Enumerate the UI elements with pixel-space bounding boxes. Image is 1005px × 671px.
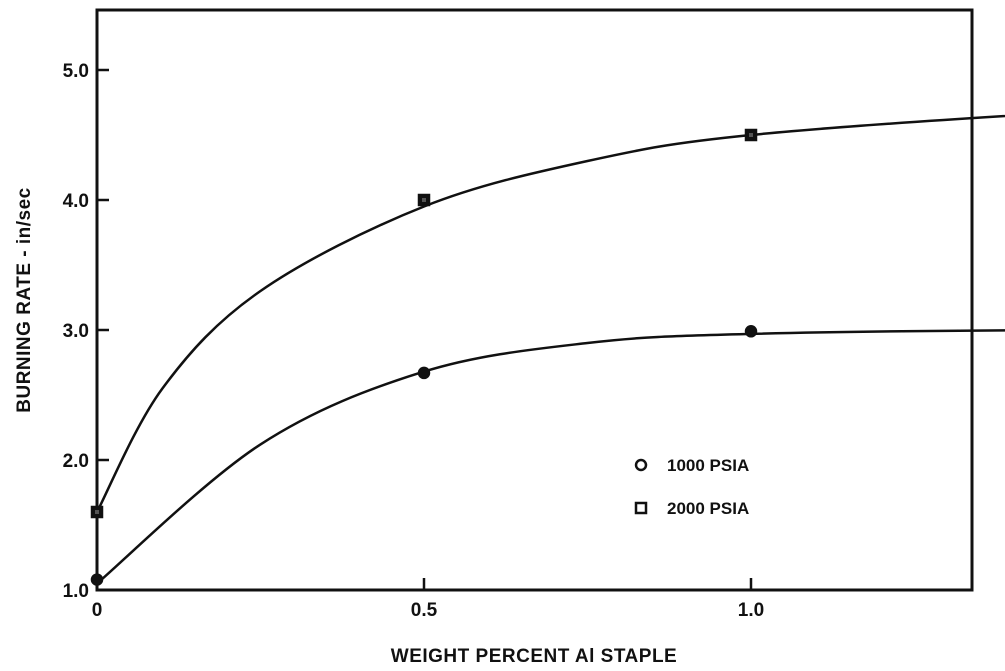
y-tick-label: 1.0: [63, 581, 89, 602]
y-tick-label: 3.0: [63, 321, 89, 342]
y-tick-label: 4.0: [63, 191, 89, 212]
point-2000-psia-center: [95, 510, 99, 514]
y-tick-label: 2.0: [63, 451, 89, 472]
y-axis-ticks: 1.0 2.0 3.0 4.0 5.0: [63, 61, 109, 602]
y-axis-title: BURNING RATE - in/sec: [14, 187, 35, 413]
point-1000-psia: [90, 573, 104, 586]
legend: 1000 PSIA 2000 PSIA: [634, 456, 749, 518]
fit-curve-1000-psia: [95, 329, 1005, 585]
point-2000-psia-center: [749, 133, 753, 137]
point-2000-psia-center: [422, 198, 426, 202]
x-tick-label: 1.0: [738, 600, 764, 621]
y-tick-label: 5.0: [63, 61, 89, 82]
x-axis-ticks: 00.51.01.52.02.5: [92, 578, 764, 621]
plot-frame: [95, 8, 974, 592]
data-points: [90, 128, 758, 586]
legend-marker-2000-psia: [634, 501, 648, 515]
point-1000-psia: [744, 325, 758, 338]
x-axis-title: WEIGHT PERCENT Al STAPLE: [391, 646, 677, 667]
fit-curve-2000-psia: [95, 114, 1005, 514]
fit-curves: [95, 114, 1005, 585]
legend-label-2000-psia: 2000 PSIA: [667, 499, 749, 518]
x-tick-label: 0: [92, 600, 103, 621]
x-tick-label: 0.5: [411, 600, 438, 621]
legend-marker-1000-psia: [634, 458, 648, 472]
point-1000-psia: [417, 366, 431, 380]
legend-label-1000-psia: 1000 PSIA: [667, 456, 749, 475]
